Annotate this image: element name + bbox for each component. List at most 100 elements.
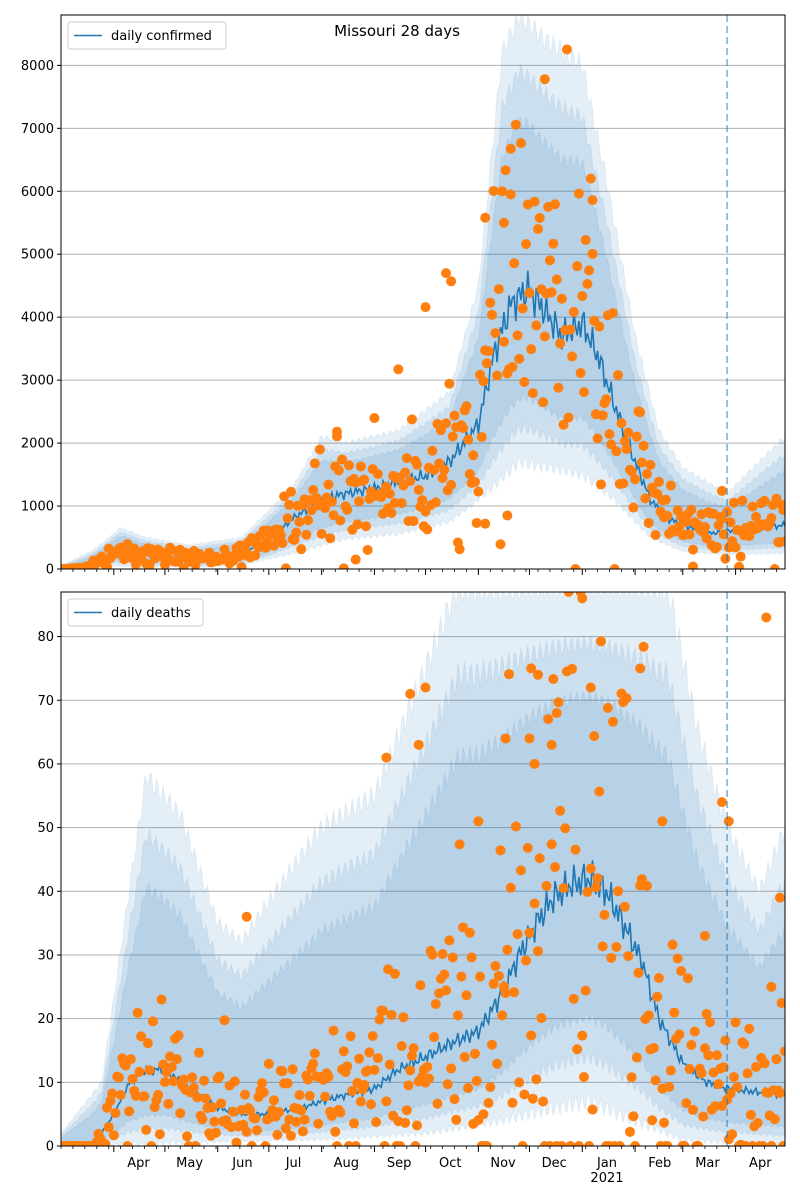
data-point — [338, 1046, 349, 1057]
data-point — [175, 1108, 186, 1119]
data-point — [623, 427, 634, 438]
data-point — [631, 1052, 642, 1063]
data-point — [458, 423, 469, 434]
data-point — [631, 431, 642, 442]
data-point — [406, 414, 417, 425]
data-point — [408, 1043, 419, 1054]
data-point — [381, 752, 392, 763]
data-point — [144, 1065, 155, 1076]
data-point — [532, 224, 543, 235]
data-point — [154, 1129, 165, 1140]
data-point — [277, 538, 288, 549]
data-point — [555, 338, 566, 349]
data-point — [529, 898, 540, 909]
data-point — [335, 1107, 346, 1118]
data-point — [458, 922, 469, 933]
data-point — [500, 733, 511, 744]
data-point — [461, 990, 472, 1001]
data-point — [492, 370, 503, 381]
data-point — [500, 987, 511, 998]
x-month-label: May — [176, 1156, 203, 1171]
data-point — [531, 320, 542, 331]
data-point — [674, 1029, 685, 1040]
data-point — [769, 1114, 780, 1125]
y-tick-label: 20 — [37, 1012, 54, 1027]
y-tick-label: 4000 — [21, 311, 54, 326]
data-point — [257, 1078, 268, 1089]
data-point — [328, 510, 339, 521]
data-point — [742, 1068, 753, 1079]
data-point — [676, 965, 687, 976]
data-point — [355, 1096, 366, 1107]
data-point — [463, 434, 474, 445]
y-tick-label: 60 — [37, 757, 54, 772]
data-point — [381, 1096, 392, 1107]
x-month-label: Apr — [127, 1156, 150, 1171]
data-point — [497, 1010, 508, 1021]
data-point — [538, 1096, 549, 1107]
data-point — [606, 439, 617, 450]
data-point — [354, 496, 365, 507]
data-point — [127, 1073, 138, 1084]
data-point — [716, 513, 727, 524]
data-point — [640, 493, 651, 504]
data-point — [739, 1038, 750, 1049]
observation-points — [61, 592, 785, 1146]
data-point — [570, 564, 581, 569]
data-point — [614, 1141, 625, 1146]
data-point — [686, 1039, 697, 1050]
plot-frame — [60, 591, 786, 1147]
data-point — [190, 1141, 201, 1146]
data-point — [780, 536, 785, 547]
data-point — [701, 533, 712, 544]
data-point — [642, 468, 653, 479]
data-point — [505, 882, 516, 893]
data-point — [132, 1007, 143, 1018]
data-point — [688, 544, 699, 555]
data-point — [560, 823, 571, 834]
data-point — [544, 255, 555, 266]
data-point — [296, 544, 307, 555]
data-point — [667, 939, 678, 950]
data-point — [686, 504, 697, 515]
data-point — [606, 952, 617, 963]
data-point — [594, 321, 605, 332]
data-point — [447, 431, 458, 442]
data-point — [326, 1110, 337, 1121]
data-point — [621, 444, 632, 455]
data-point — [587, 195, 598, 206]
data-point — [693, 1140, 704, 1146]
data-point — [534, 853, 545, 864]
data-point — [347, 1085, 358, 1096]
data-point — [260, 1141, 271, 1146]
data-point — [507, 1097, 518, 1108]
data-point — [522, 842, 533, 853]
data-point — [638, 440, 649, 451]
data-point — [430, 999, 441, 1010]
data-point — [328, 1025, 339, 1036]
data-point — [282, 1078, 293, 1089]
data-point — [500, 165, 511, 176]
data-point — [379, 1141, 390, 1146]
data-point — [761, 612, 772, 623]
data-point — [630, 1141, 641, 1146]
data-point — [320, 1091, 331, 1102]
data-point — [371, 1117, 382, 1128]
data-point — [498, 217, 509, 228]
data-point — [447, 952, 458, 963]
data-point — [502, 944, 513, 955]
data-point — [657, 816, 668, 827]
x-month-label: Dec — [542, 1156, 567, 1171]
data-point — [490, 961, 501, 972]
data-point — [689, 1026, 700, 1037]
data-point — [619, 901, 630, 912]
x-month-label: Jan — [596, 1156, 617, 1171]
data-point — [444, 378, 455, 389]
data-point — [485, 297, 496, 308]
data-point — [444, 935, 455, 946]
data-point — [173, 556, 184, 567]
data-point — [703, 1050, 714, 1061]
data-point — [320, 503, 331, 514]
data-point — [679, 1141, 690, 1146]
data-point — [778, 1141, 785, 1146]
